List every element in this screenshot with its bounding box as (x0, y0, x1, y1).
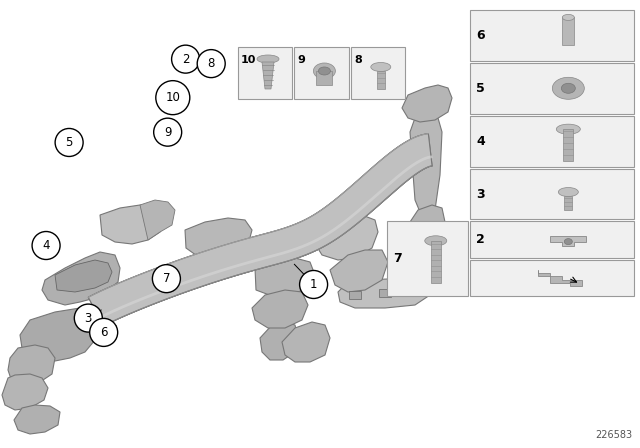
Text: 5: 5 (65, 136, 73, 149)
Circle shape (74, 304, 102, 332)
Polygon shape (185, 218, 252, 260)
Ellipse shape (564, 239, 572, 245)
Bar (351, 47, 405, 99)
Polygon shape (550, 236, 586, 246)
Text: 2: 2 (182, 52, 189, 66)
Text: 4: 4 (476, 135, 485, 148)
Polygon shape (20, 308, 100, 362)
Bar (431, 241, 441, 283)
Circle shape (300, 271, 328, 298)
Polygon shape (408, 205, 445, 252)
Polygon shape (8, 345, 55, 386)
Ellipse shape (314, 63, 335, 79)
Bar (564, 196, 572, 210)
Bar (349, 291, 361, 299)
Polygon shape (338, 278, 430, 308)
Polygon shape (88, 134, 432, 326)
Circle shape (154, 118, 182, 146)
Circle shape (152, 265, 180, 293)
Text: 226583: 226583 (595, 430, 632, 440)
Text: 9: 9 (164, 125, 172, 139)
Polygon shape (410, 115, 442, 215)
Bar (470, 260, 634, 296)
Circle shape (32, 232, 60, 259)
Bar (409, 288, 421, 296)
Bar (470, 10, 634, 61)
Polygon shape (262, 62, 274, 89)
Ellipse shape (319, 67, 330, 75)
Polygon shape (100, 205, 165, 244)
Polygon shape (55, 260, 112, 292)
Circle shape (90, 319, 118, 346)
Polygon shape (252, 290, 308, 328)
Ellipse shape (257, 55, 279, 63)
Text: 1: 1 (310, 278, 317, 291)
Text: 10: 10 (241, 55, 257, 65)
Bar (238, 47, 292, 99)
Text: 2: 2 (476, 233, 485, 246)
Ellipse shape (552, 78, 584, 99)
Text: 8: 8 (354, 55, 362, 65)
Text: 10: 10 (165, 91, 180, 104)
Ellipse shape (558, 188, 579, 197)
Polygon shape (330, 250, 388, 292)
Polygon shape (14, 405, 60, 434)
Ellipse shape (371, 62, 391, 72)
Polygon shape (255, 258, 315, 296)
Text: 7: 7 (393, 252, 401, 265)
Bar (470, 168, 634, 220)
Polygon shape (282, 322, 330, 362)
Ellipse shape (563, 14, 574, 21)
Polygon shape (2, 374, 48, 410)
Ellipse shape (425, 236, 447, 246)
Text: 5: 5 (476, 82, 485, 95)
Ellipse shape (561, 83, 575, 93)
Bar (470, 63, 634, 114)
Bar (316, 71, 332, 85)
Polygon shape (140, 200, 175, 240)
Text: 3: 3 (84, 311, 92, 325)
Text: 4: 4 (42, 239, 50, 252)
Polygon shape (260, 322, 298, 360)
Text: 6: 6 (476, 29, 485, 42)
Text: 6: 6 (100, 326, 108, 339)
Polygon shape (42, 252, 120, 305)
Text: 7: 7 (163, 272, 170, 285)
Bar (470, 221, 634, 258)
Polygon shape (402, 85, 452, 122)
Text: 8: 8 (207, 57, 215, 70)
Bar (377, 71, 385, 89)
Bar (294, 47, 349, 99)
Bar (563, 129, 573, 161)
Ellipse shape (556, 124, 580, 134)
Polygon shape (88, 134, 432, 326)
Circle shape (172, 45, 200, 73)
Text: 3: 3 (476, 188, 485, 201)
Bar (379, 289, 391, 297)
Polygon shape (314, 215, 378, 260)
Circle shape (55, 129, 83, 156)
Polygon shape (538, 270, 582, 286)
Circle shape (156, 81, 190, 115)
Bar (563, 17, 574, 45)
Text: 9: 9 (298, 55, 305, 65)
Bar (387, 221, 468, 296)
Bar (470, 116, 634, 167)
Circle shape (197, 50, 225, 78)
